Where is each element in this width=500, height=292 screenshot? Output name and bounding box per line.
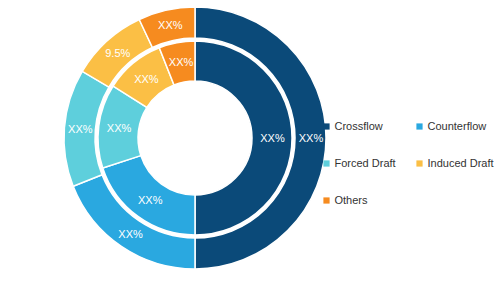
svg-text:XX%: XX% [138, 194, 163, 206]
svg-text:9.5%: 9.5% [105, 47, 130, 59]
svg-text:XX%: XX% [118, 228, 143, 240]
svg-text:XX%: XX% [299, 132, 324, 144]
svg-text:XX%: XX% [134, 73, 159, 85]
svg-text:Crossflow: Crossflow [335, 120, 383, 132]
svg-text:Others: Others [335, 194, 369, 206]
svg-text:Forced Draft: Forced Draft [335, 157, 396, 169]
svg-text:Induced Draft: Induced Draft [428, 157, 494, 169]
svg-text:XX%: XX% [169, 56, 194, 68]
svg-text:XX%: XX% [68, 123, 93, 135]
svg-text:XX%: XX% [260, 132, 285, 144]
svg-text:Counterflow: Counterflow [428, 120, 487, 132]
svg-text:XX%: XX% [107, 122, 132, 134]
svg-text:XX%: XX% [158, 19, 183, 31]
